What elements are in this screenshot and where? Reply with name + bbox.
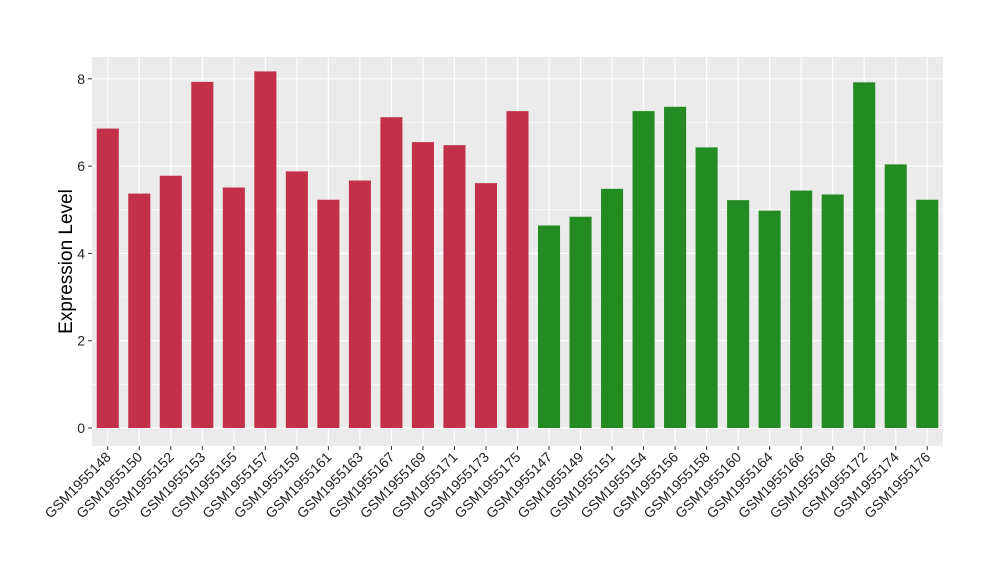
bar-GSM1955171 (443, 145, 466, 428)
bar-GSM1955151 (601, 188, 624, 428)
bar-GSM1955155 (222, 187, 245, 428)
bar-GSM1955150 (128, 193, 151, 428)
y-tick-label: 0 (77, 420, 85, 436)
bar-GSM1955159 (285, 171, 308, 429)
bar-GSM1955163 (348, 180, 371, 428)
bar-GSM1955147 (537, 225, 561, 428)
bar-GSM1955175 (506, 111, 529, 429)
bar-GSM1955153 (191, 81, 214, 429)
bar-GSM1955167 (380, 117, 403, 428)
bar-GSM1955157 (254, 71, 277, 428)
bar-GSM1955152 (159, 175, 182, 428)
bar-GSM1955176 (916, 199, 939, 428)
bars (96, 71, 939, 429)
bar-GSM1955174 (884, 164, 907, 428)
y-tick-label: 6 (77, 158, 85, 174)
bar-GSM1955166 (790, 190, 813, 428)
bar-GSM1955148 (96, 128, 119, 428)
bar-GSM1955169 (411, 142, 434, 429)
y-axis: 0 2 4 6 8 (77, 71, 92, 436)
y-axis-title: Expression Level (56, 189, 77, 334)
bar-GSM1955160 (727, 200, 750, 428)
bar-GSM1955161 (317, 199, 340, 428)
y-tick-label: 2 (77, 333, 85, 349)
bar-GSM1955164 (758, 210, 781, 428)
bar-GSM1955158 (695, 147, 718, 428)
bar-GSM1955156 (664, 106, 687, 429)
bar-GSM1955173 (474, 183, 498, 428)
y-tick-label: 8 (77, 71, 85, 87)
bar-GSM1955149 (569, 216, 592, 428)
bar-GSM1955168 (821, 194, 844, 428)
bar-GSM1955172 (853, 82, 876, 428)
bar-GSM1955154 (632, 111, 655, 429)
y-tick-label: 4 (77, 245, 85, 261)
x-axis: GSM1955148GSM1955150GSM1955152GSM1955153… (41, 446, 934, 521)
